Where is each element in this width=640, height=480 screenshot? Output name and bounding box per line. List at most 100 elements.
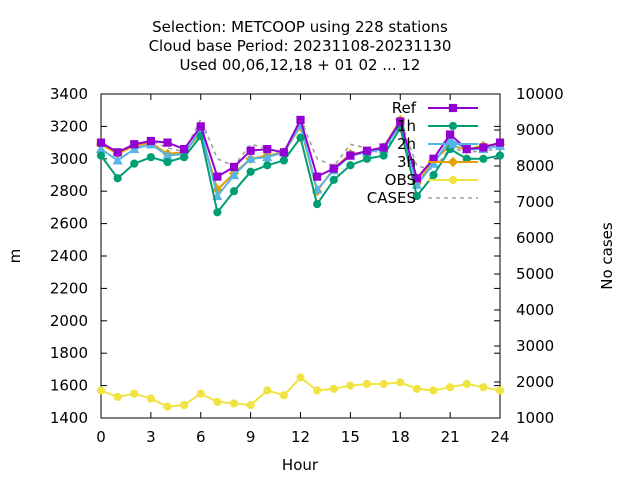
data-point [495,138,505,147]
y-tick-label: 1400 [50,409,88,427]
legend-label: Ref [392,99,417,117]
y2-tick-label: 5000 [516,265,554,283]
data-point [296,115,305,125]
legend-label: 2h [397,135,416,153]
data-point [246,146,255,155]
y-tick-label: 2800 [50,182,88,200]
data-point [379,151,388,160]
data-point [428,158,439,168]
data-point [279,391,288,400]
y2-tick-label: 2000 [516,373,554,391]
y-axis-label: m [6,249,24,264]
x-tick-label: 0 [96,428,106,446]
data-point [112,155,123,165]
data-point [279,148,288,157]
data-point [96,138,106,147]
data-point [113,392,122,402]
data-point [163,138,172,147]
data-point [329,384,338,393]
data-point [228,169,240,180]
y-axis-ticks: 1400 1600 1800 2000 2200 2400 2600 2800 3000 3200… [50,85,500,427]
x-tick-label: 12 [291,428,310,446]
data-point [296,373,305,382]
data-point [296,133,305,142]
y2-tick-label: 3000 [516,337,554,355]
x-axis-ticks: 0 3 6 9 12 15 18 21 24 [96,94,510,446]
x-tick-label: 3 [146,428,156,446]
data-point [96,386,106,395]
title-line-2: Cloud base Period: 20231108-20231130 [149,37,452,55]
series-1h [96,123,505,217]
data-point [263,144,272,154]
chart-title: Selection: METCOOP using 228 stations Cl… [149,18,452,74]
data-point [313,200,322,209]
legend-marker [448,121,458,131]
x-tick-label: 21 [441,428,460,446]
data-point [279,156,288,165]
data-point [212,190,223,201]
legend-marker [448,175,458,185]
data-point [180,153,189,162]
data-point [180,144,189,154]
data-point [129,143,140,154]
legend-marker [448,103,458,113]
data-point [196,389,205,398]
x-tick-label: 15 [341,428,360,446]
x-tick-label: 24 [490,428,509,446]
data-point [362,146,372,155]
data-point [346,151,355,160]
data-point [146,136,155,146]
data-point [246,400,255,410]
legend-marker [447,138,459,149]
series-layer [95,114,506,411]
data-point [495,151,505,160]
y-tick-label: 1800 [50,344,88,362]
x-tick-label: 6 [196,428,206,446]
data-point [263,386,272,395]
data-point [462,379,471,389]
legend-label: 3h [397,153,416,171]
y-tick-label: 3000 [50,150,88,168]
legend-label: 1h [397,117,416,135]
y2-tick-label: 1000 [516,409,554,427]
data-point [263,161,272,170]
data-point [262,151,273,162]
x-axis-label: Hour [282,456,319,474]
data-point [130,389,139,398]
data-point [479,383,488,392]
data-point [362,154,372,163]
data-point [396,117,405,126]
y-tick-label: 2600 [50,215,88,233]
data-point [346,381,355,390]
series-obs [96,373,505,411]
data-point [446,130,455,139]
data-point [479,143,488,152]
data-point [130,159,139,168]
y-tick-label: 3400 [50,85,88,103]
data-point [213,172,222,181]
data-point [429,386,438,395]
data-point [245,153,256,163]
data-point [213,208,222,217]
y-tick-label: 2000 [50,312,88,330]
data-point [146,394,155,403]
x-tick-label: 18 [391,428,410,446]
data-point [113,148,122,157]
data-point [229,399,239,408]
data-point [96,151,106,160]
legend-label: OBS [385,171,416,189]
data-point [379,143,388,152]
data-point [396,378,405,387]
data-point [362,379,372,389]
data-point [495,386,505,395]
legend-label: CASES [367,189,416,207]
data-point [462,144,471,154]
y2-axis-ticks: 1000 2000 3000 4000 5000 6000 7000 8000 9000 1000… [494,85,564,427]
y2-tick-label: 7000 [516,193,554,211]
y2-tick-label: 6000 [516,229,554,247]
data-point [113,174,122,183]
data-point [346,161,355,170]
series-ref [96,115,505,183]
data-point [313,172,322,181]
